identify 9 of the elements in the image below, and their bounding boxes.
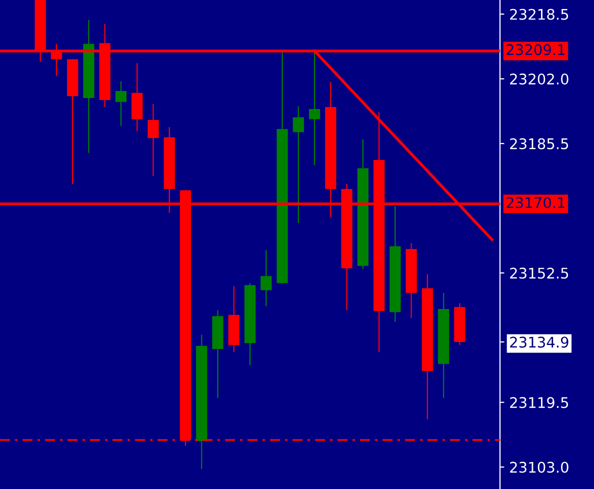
ref-line-label: 23170.1	[506, 197, 565, 208]
y-tick-label: 23134.9	[510, 336, 568, 348]
y-tick-label: 23119.5	[510, 397, 568, 408]
y-tick-label: 23185.5	[510, 138, 568, 150]
y-tick-label: 23103.0	[510, 462, 568, 473]
y-tick-label: 23202.0	[510, 74, 568, 85]
ref-line-label: 23209.1	[506, 44, 565, 56]
y-tick-label: 23152.5	[510, 268, 568, 279]
y-tick-label: 23218.5	[510, 8, 568, 20]
